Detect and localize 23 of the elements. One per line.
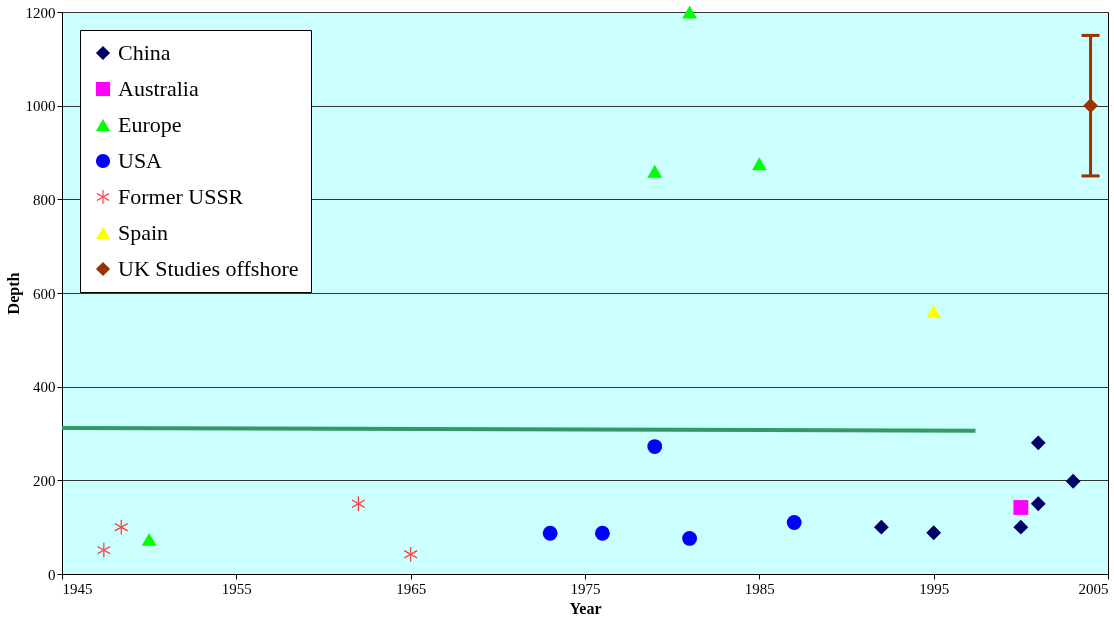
- legend-label: Former USSR: [118, 184, 244, 209]
- x-tick-label: 1975: [570, 580, 601, 597]
- y-tick-label: 600: [33, 285, 56, 302]
- y-tick-label: 1200: [25, 4, 56, 21]
- legend-label: UK Studies offshore: [118, 256, 299, 281]
- x-axis-title: Year: [569, 599, 602, 617]
- legend-label: Europe: [118, 112, 182, 137]
- x-tick-label: 1965: [396, 580, 427, 597]
- x-tick-label: 1985: [744, 580, 775, 597]
- y-tick-label: 400: [33, 379, 56, 396]
- y-tick-label: 800: [33, 191, 56, 208]
- legend-label: USA: [118, 148, 163, 173]
- y-tick-label: 200: [33, 472, 56, 489]
- y-tick-label: 0: [48, 566, 56, 583]
- x-tick-label: 1945: [62, 580, 93, 597]
- y-tick-label: 1000: [25, 98, 56, 115]
- x-tick-label: 1955: [221, 580, 252, 597]
- legend-label: Spain: [118, 220, 169, 245]
- y-axis-title: Depth: [4, 272, 23, 315]
- legend-label: Australia: [118, 76, 199, 101]
- x-tick-label: 1995: [919, 580, 950, 597]
- x-tick-label: 2005: [1078, 580, 1109, 597]
- legend-label: China: [118, 40, 171, 65]
